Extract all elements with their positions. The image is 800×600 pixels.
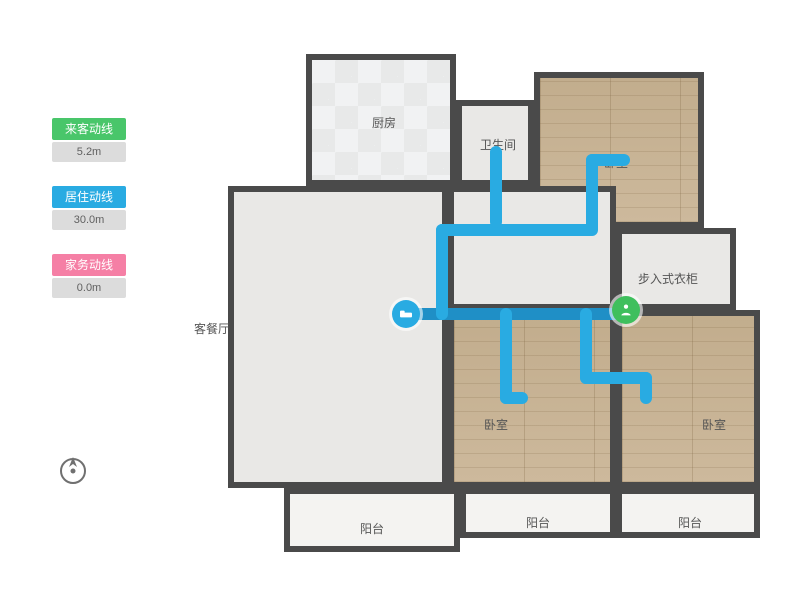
room-label-balcony_e: 阳台 <box>678 514 702 531</box>
circulation-path-segment <box>400 308 626 320</box>
circulation-path-segment <box>586 154 598 236</box>
room-label-living_dining: 客餐厅 <box>194 320 230 337</box>
room-bedroom_se: 卧室 <box>616 310 760 488</box>
room-label-balcony_m: 阳台 <box>526 514 550 531</box>
floor-plan: 厨房卫生间卧室步入式衣柜客餐厅卧室卧室阳台阳台阳台 <box>200 28 760 568</box>
room-label-walkin_closet: 步入式衣柜 <box>638 270 698 287</box>
legend-guest-value: 5.2m <box>52 142 126 162</box>
room-label-kitchen: 厨房 <box>372 114 396 131</box>
room-balcony_w: 阳台 <box>284 488 460 552</box>
room-balcony_e: 阳台 <box>616 488 760 538</box>
room-label-bedroom_sw: 卧室 <box>484 416 508 433</box>
room-label-balcony_w: 阳台 <box>360 520 384 537</box>
circulation-path-segment <box>490 146 502 228</box>
legend-living-swatch: 居住动线 <box>52 186 126 208</box>
compass-icon <box>56 454 90 493</box>
legend-guest-swatch: 来客动线 <box>52 118 126 140</box>
circulation-path-segment <box>500 308 512 404</box>
legend-living-value: 30.0m <box>52 210 126 230</box>
legend-chores-swatch: 家务动线 <box>52 254 126 276</box>
room-label-bedroom_se: 卧室 <box>702 416 726 433</box>
room-balcony_m: 阳台 <box>460 488 616 538</box>
circulation-path-segment <box>436 224 596 236</box>
circulation-path-segment <box>436 224 448 320</box>
room-kitchen: 厨房 <box>306 54 456 186</box>
path-node-end <box>612 296 640 324</box>
legend-guest: 来客动线 5.2m <box>52 118 126 162</box>
circulation-path-segment <box>500 392 528 404</box>
legend-chores-value: 0.0m <box>52 278 126 298</box>
legend-living: 居住动线 30.0m <box>52 186 126 230</box>
room-living_dining: 客餐厅 <box>228 186 448 488</box>
legend: 来客动线 5.2m 居住动线 30.0m 家务动线 0.0m <box>52 118 126 322</box>
circulation-path-segment <box>640 372 652 404</box>
circulation-path-segment <box>586 154 630 166</box>
legend-chores: 家务动线 0.0m <box>52 254 126 298</box>
path-node-start <box>392 300 420 328</box>
